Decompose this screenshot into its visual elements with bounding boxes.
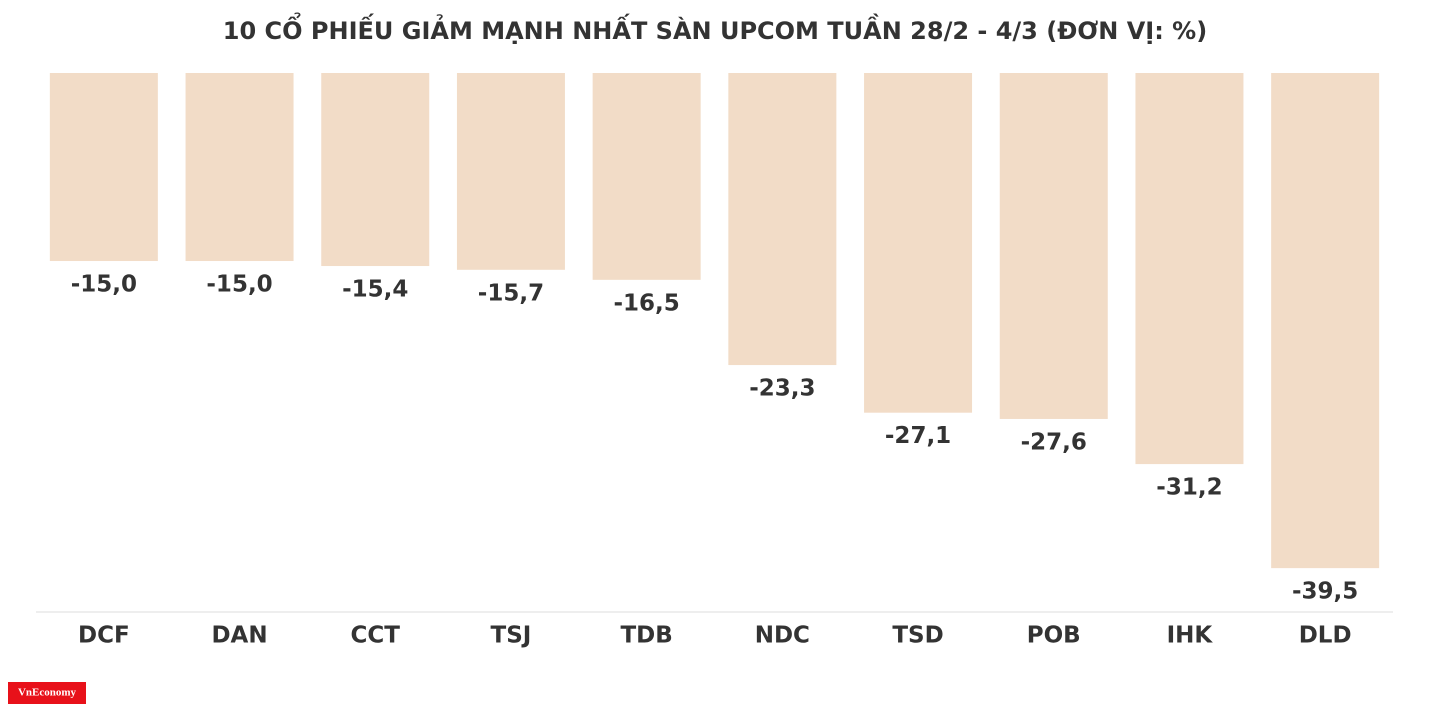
logo: VnEconomy	[18, 687, 77, 699]
x-tick-label: DAN	[211, 623, 267, 649]
bar	[185, 73, 294, 262]
logo-box	[8, 682, 86, 704]
value-label: -27,6	[1021, 429, 1087, 455]
x-tick-label: POB	[1027, 623, 1081, 649]
value-label: -16,5	[614, 290, 680, 316]
bar	[592, 73, 701, 280]
value-label: -15,0	[206, 272, 272, 298]
x-tick-label: TDB	[620, 623, 672, 649]
x-tick-label: CCT	[351, 623, 401, 649]
value-label: -27,1	[885, 423, 951, 449]
value-label: -39,5	[1292, 579, 1358, 605]
bar	[999, 73, 1108, 419]
bar	[49, 73, 158, 262]
x-tick-label: IHK	[1167, 623, 1214, 649]
value-label: -15,7	[478, 280, 544, 306]
value-label: -15,0	[71, 272, 137, 298]
bar	[1271, 73, 1380, 569]
value-label: -31,2	[1156, 475, 1222, 501]
bar	[728, 73, 837, 366]
x-tick-label: DCF	[78, 623, 130, 649]
bar	[321, 73, 430, 267]
chart-title: 10 CỔ PHIẾU GIẢM MẠNH NHẤT SÀN UPCOM TUẦ…	[223, 10, 1207, 45]
bar	[1135, 73, 1244, 465]
value-label: -23,3	[749, 376, 815, 402]
x-tick-label: DLD	[1299, 623, 1352, 649]
x-tick-label: TSD	[892, 623, 943, 649]
x-tick-label: NDC	[755, 623, 810, 649]
value-label: -15,4	[342, 277, 408, 303]
bar	[864, 73, 973, 413]
x-tick-label: TSJ	[491, 623, 532, 649]
bar	[456, 73, 565, 270]
